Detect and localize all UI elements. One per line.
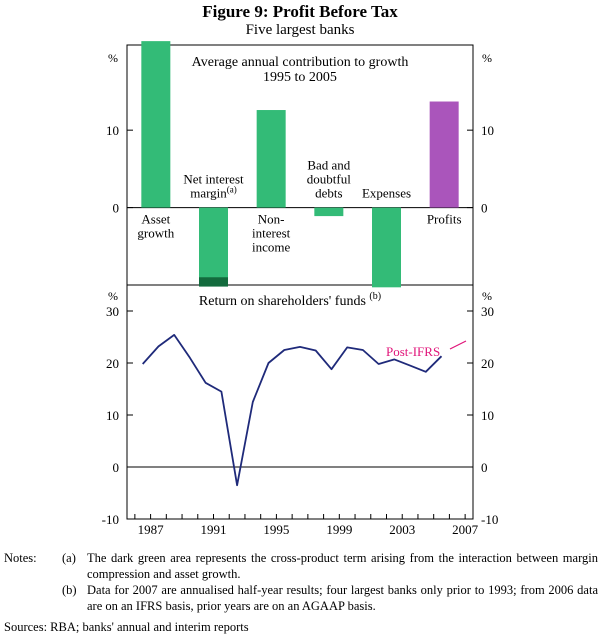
bar-expenses bbox=[372, 207, 401, 288]
line-panel-unit-left: % bbox=[108, 289, 118, 303]
bar-panel-unit-left: % bbox=[108, 51, 118, 65]
bar-asset-growth bbox=[141, 41, 171, 208]
bar-panel: Average annual contribution to growth 19… bbox=[106, 41, 494, 288]
bar-net-interest-margin bbox=[199, 207, 228, 287]
bar-ytick-label-left: 10 bbox=[106, 123, 119, 138]
line-panel-title-group: Return on shareholders' funds (b) bbox=[199, 291, 381, 309]
line-panel-frame bbox=[126, 284, 474, 520]
line-ytick-label-right: 20 bbox=[481, 356, 494, 371]
chart-area: Average annual contribution to growth 19… bbox=[102, 41, 499, 537]
note-a: Notes: (a) The dark green area represent… bbox=[4, 550, 598, 582]
bar-label-bad-and-doubtful-debts: Bad and doubtful debts bbox=[307, 158, 351, 201]
bar-bad-and-doubtful-debts bbox=[314, 207, 344, 217]
line-ytick-label-left: 20 bbox=[106, 356, 119, 371]
line-ytick-label-right: -10 bbox=[481, 512, 498, 527]
bar-label-non-interest-income: Non-interest income bbox=[252, 212, 291, 255]
bar-label-expenses: Expenses bbox=[362, 186, 411, 201]
note-a-mark: (a) bbox=[62, 551, 76, 565]
line-xtick-label: 1995 bbox=[263, 522, 289, 537]
line-ytick-label-left: 0 bbox=[113, 460, 120, 475]
bar-ytick-label-right: 10 bbox=[481, 123, 494, 138]
post-ifrs-leader bbox=[449, 340, 467, 350]
notes-label: Notes: bbox=[4, 551, 37, 565]
roe-series-line bbox=[142, 334, 443, 487]
bar-non-interest-income bbox=[256, 110, 286, 208]
bar-profits bbox=[429, 101, 459, 208]
note-b-mark: (b) bbox=[62, 583, 77, 597]
bar-net-interest-margin-cross-product bbox=[199, 277, 228, 287]
line-ytick-label-left: -10 bbox=[102, 512, 119, 527]
bar-label-footnote: (a) bbox=[227, 185, 237, 195]
bar-ytick-label-left: 0 bbox=[113, 201, 120, 216]
line-panel-title: Return on shareholders' funds bbox=[199, 294, 366, 309]
sources-line: Sources: RBA; banks' annual and interim … bbox=[4, 620, 249, 634]
line-ytick-label-left: 10 bbox=[106, 408, 119, 423]
line-ytick-label-right: 10 bbox=[481, 408, 494, 423]
line-ytick-label-left: 30 bbox=[106, 304, 119, 319]
bar-label-asset-growth: Asset growth bbox=[137, 212, 174, 241]
note-a-text: The dark green area represents the cross… bbox=[87, 551, 598, 581]
line-ytick-label-right: 30 bbox=[481, 304, 494, 319]
line-xtick-label: 2003 bbox=[389, 522, 415, 537]
bar-panel-subtitle: 1995 to 2005 bbox=[263, 70, 337, 85]
figure-subtitle: Five largest banks bbox=[245, 22, 355, 38]
notes-section: Notes: (a) The dark green area represent… bbox=[4, 550, 598, 614]
bar-panel-title: Average annual contribution to growth bbox=[192, 55, 409, 70]
bar-label-net-interest-margin: Net interest margin(a) bbox=[183, 172, 244, 201]
note-b-text: Data for 2007 are annualised half-year r… bbox=[87, 583, 598, 613]
line-xtick-label: 2007 bbox=[452, 522, 479, 537]
bar-ytick-label-right: 0 bbox=[481, 201, 488, 216]
figure-title: Figure 9: Profit Before Tax bbox=[202, 2, 398, 21]
line-panel: Return on shareholders' funds (b) % % -1… bbox=[102, 289, 499, 537]
line-xtick-label: 1991 bbox=[201, 522, 227, 537]
post-ifrs-annotation: Post-IFRS bbox=[386, 344, 440, 359]
note-b: (b) Data for 2007 are annualised half-ye… bbox=[4, 582, 598, 614]
line-xtick-label: 1987 bbox=[138, 522, 165, 537]
bar-label-profits: Profits bbox=[427, 212, 462, 227]
line-xtick-label: 1999 bbox=[326, 522, 352, 537]
line-panel-footnote: (b) bbox=[369, 291, 381, 302]
line-panel-unit-right: % bbox=[482, 289, 492, 303]
line-ytick-label-right: 0 bbox=[481, 460, 488, 475]
bar-panel-unit-right: % bbox=[482, 51, 492, 65]
